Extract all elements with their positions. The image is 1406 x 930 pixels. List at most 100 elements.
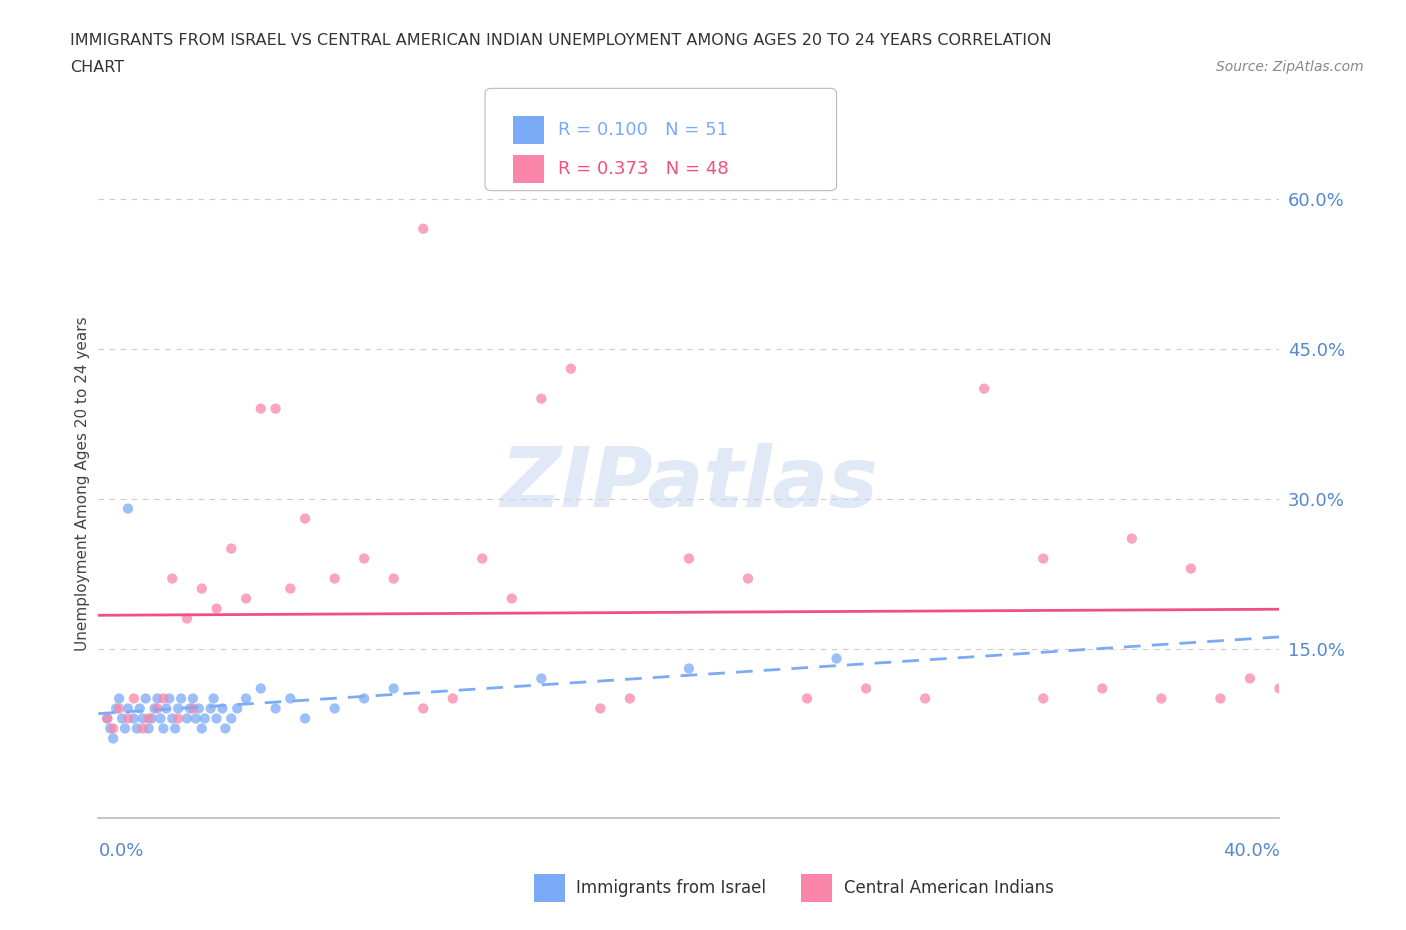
Point <box>353 691 375 706</box>
Point <box>678 661 700 676</box>
Point <box>165 721 187 736</box>
Point <box>278 691 302 706</box>
Point <box>825 651 848 666</box>
Point <box>412 221 434 236</box>
Point <box>191 581 214 596</box>
Text: Source: ZipAtlas.com: Source: ZipAtlas.com <box>1216 60 1364 74</box>
Point <box>157 691 180 706</box>
Point <box>117 701 139 716</box>
Point <box>149 711 172 726</box>
Text: CHART: CHART <box>70 60 124 75</box>
Point <box>191 721 214 736</box>
Point <box>323 701 346 716</box>
Point <box>235 591 257 606</box>
Point <box>138 711 160 726</box>
Point <box>146 701 169 716</box>
Point <box>530 671 553 686</box>
Point <box>412 701 434 716</box>
Point <box>117 711 139 726</box>
Point <box>796 691 818 706</box>
Point <box>194 711 217 726</box>
Point <box>1032 551 1054 566</box>
Point <box>471 551 494 566</box>
Point <box>1150 691 1173 706</box>
Point <box>108 701 131 716</box>
Point <box>973 381 995 396</box>
Text: R = 0.100   N = 51: R = 0.100 N = 51 <box>558 121 728 140</box>
Text: 0.0%: 0.0% <box>98 842 143 859</box>
Point <box>176 611 198 626</box>
Point <box>128 701 150 716</box>
Point <box>138 721 160 736</box>
Point <box>678 551 700 566</box>
Point <box>125 721 148 736</box>
Point <box>103 731 125 746</box>
Point <box>152 691 174 706</box>
Point <box>162 711 183 726</box>
Point <box>205 711 228 726</box>
Point <box>146 691 169 706</box>
Point <box>117 501 139 516</box>
Text: Immigrants from Israel: Immigrants from Israel <box>576 879 766 897</box>
Point <box>353 551 375 566</box>
Point <box>211 701 233 716</box>
Point <box>914 691 936 706</box>
Point <box>114 721 136 736</box>
Point <box>184 711 207 726</box>
Point <box>250 681 273 696</box>
Point <box>122 711 145 726</box>
Point <box>235 691 257 706</box>
Text: R = 0.373   N = 48: R = 0.373 N = 48 <box>558 160 728 179</box>
Point <box>441 691 464 706</box>
Point <box>205 601 228 616</box>
Point <box>250 401 273 416</box>
Point <box>152 721 174 736</box>
Point <box>589 701 612 716</box>
Point <box>1180 561 1202 576</box>
Point <box>382 681 405 696</box>
Point <box>294 711 316 726</box>
Point <box>1209 691 1232 706</box>
Point <box>167 711 190 726</box>
Point <box>187 701 209 716</box>
Point <box>1268 681 1291 696</box>
Point <box>155 701 177 716</box>
Point <box>278 581 302 596</box>
Point <box>96 711 118 726</box>
Text: Central American Indians: Central American Indians <box>844 879 1053 897</box>
Point <box>219 541 242 556</box>
Point <box>1091 681 1114 696</box>
Point <box>530 392 553 406</box>
Point <box>226 701 249 716</box>
Point <box>501 591 523 606</box>
Point <box>179 701 201 716</box>
Y-axis label: Unemployment Among Ages 20 to 24 years: Unemployment Among Ages 20 to 24 years <box>75 316 90 651</box>
Point <box>855 681 877 696</box>
Point <box>135 691 157 706</box>
Point <box>122 691 145 706</box>
Point <box>1032 691 1054 706</box>
Point <box>323 571 346 586</box>
Text: 40.0%: 40.0% <box>1223 842 1279 859</box>
Point <box>176 711 198 726</box>
Point <box>96 711 118 726</box>
Point <box>219 711 242 726</box>
Point <box>619 691 641 706</box>
Point <box>264 401 287 416</box>
Point <box>108 691 131 706</box>
Point <box>141 711 163 726</box>
Point <box>202 691 225 706</box>
Point <box>1121 531 1143 546</box>
Point <box>1239 671 1261 686</box>
Text: ZIPatlas: ZIPatlas <box>501 443 877 525</box>
Point <box>162 571 183 586</box>
Point <box>132 721 155 736</box>
Point <box>111 711 134 726</box>
Point <box>103 721 125 736</box>
Point <box>294 512 316 526</box>
Point <box>105 701 128 716</box>
Text: IMMIGRANTS FROM ISRAEL VS CENTRAL AMERICAN INDIAN UNEMPLOYMENT AMONG AGES 20 TO : IMMIGRANTS FROM ISRAEL VS CENTRAL AMERIC… <box>70 33 1052 47</box>
Point <box>170 691 193 706</box>
Point <box>181 691 204 706</box>
Point <box>382 571 405 586</box>
